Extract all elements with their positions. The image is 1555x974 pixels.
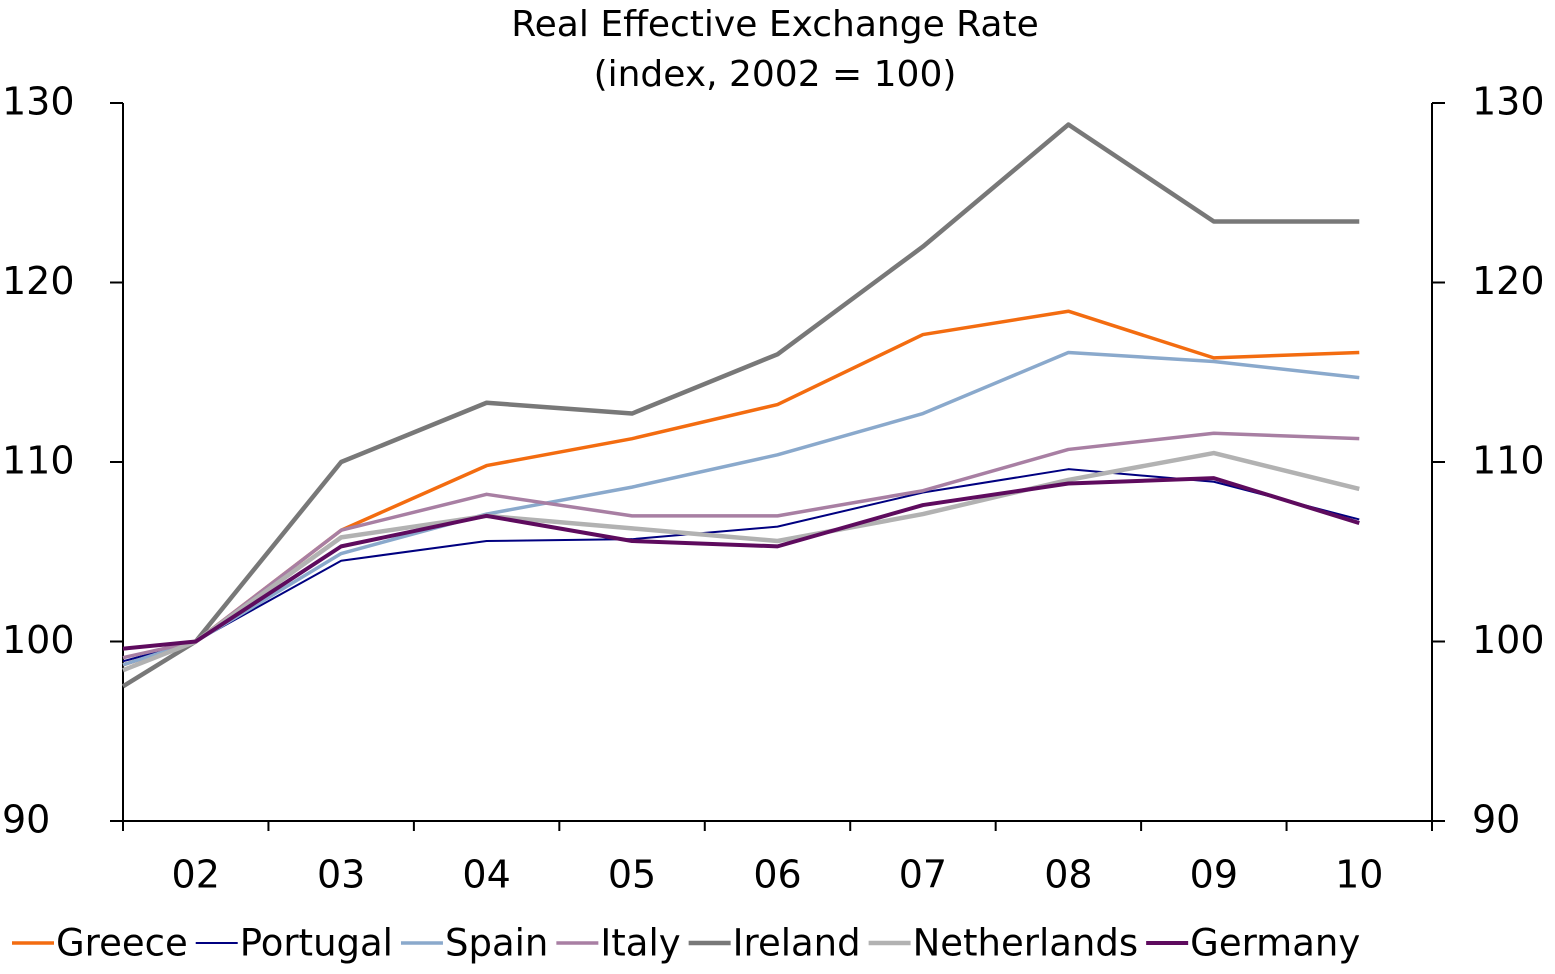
series-line bbox=[122, 468, 1360, 663]
x-tick-label: 07 bbox=[899, 853, 947, 897]
y2-tick-label: 110 bbox=[1472, 439, 1545, 483]
x-tick-label: 02 bbox=[172, 853, 220, 897]
series-line bbox=[122, 431, 1360, 660]
legend-label: Greece bbox=[56, 922, 188, 965]
x-tick-label: 04 bbox=[462, 853, 510, 897]
y-tick-label: 90 bbox=[2, 798, 50, 842]
legend-label: Portugal bbox=[240, 922, 393, 965]
y2-tick-label: 130 bbox=[1472, 80, 1545, 124]
x-tick-label: 06 bbox=[753, 853, 801, 897]
y2-tick-label: 100 bbox=[1472, 618, 1545, 662]
legend-label: Netherlands bbox=[913, 922, 1139, 965]
x-tick-label: 05 bbox=[608, 853, 656, 897]
legend-label: Germany bbox=[1190, 922, 1360, 965]
series-line bbox=[122, 450, 1360, 673]
y-tick-label: 110 bbox=[2, 439, 75, 483]
series-line bbox=[122, 476, 1360, 651]
legend-label: Ireland bbox=[733, 922, 861, 965]
series-line bbox=[122, 350, 1360, 667]
legend-label: Italy bbox=[600, 922, 680, 965]
legend: Greece Portugal Spain Italy Ireland Netherlan… bbox=[12, 922, 1360, 965]
legend-label: Spain bbox=[445, 922, 548, 965]
x-tick-label: 10 bbox=[1335, 853, 1383, 897]
x-tick-label: 03 bbox=[317, 853, 365, 897]
x-tick-label: 09 bbox=[1190, 853, 1238, 897]
y-tick-label: 120 bbox=[2, 259, 75, 303]
series-line bbox=[122, 309, 1360, 667]
y2-tick-label: 90 bbox=[1472, 798, 1520, 842]
series-line bbox=[121, 122, 1360, 689]
x-tick-label: 08 bbox=[1044, 853, 1092, 897]
chart-subtitle: (index, 2002 = 100) bbox=[594, 54, 957, 95]
chart-title: Real Effective Exchange Rate bbox=[511, 4, 1038, 45]
y2-tick-label: 120 bbox=[1472, 259, 1545, 303]
y-tick-label: 100 bbox=[2, 618, 75, 662]
y-tick-label: 130 bbox=[2, 80, 75, 124]
